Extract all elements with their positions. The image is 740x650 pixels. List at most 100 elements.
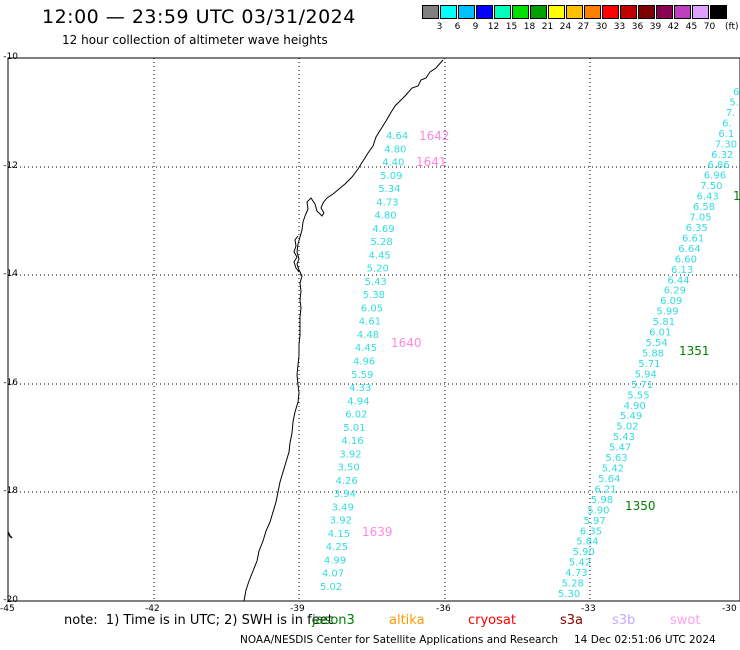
footnote: note: 1) Time is in UTC; 2) SWH is in fe… (64, 613, 333, 628)
pass-time-label: 1350 (625, 499, 656, 513)
lat-tick-label: -10 (3, 52, 18, 62)
legend-label: 21 (541, 22, 554, 32)
track-west: 4.64 4.80 4.40 5.09 5.34 4.73 4.80 4.69 5.28 4.45… (320, 131, 408, 593)
legend-s3a: s3a (560, 613, 584, 628)
wave-height-label: 4.07 (322, 569, 344, 580)
legend-swatch (476, 5, 493, 19)
legend-label: 3 (436, 22, 443, 32)
wave-height-label: 5.43 (613, 432, 635, 443)
legend-swatch (656, 5, 673, 19)
wave-height-label: 4.45 (355, 343, 377, 354)
legend-label: 6 (454, 22, 461, 32)
wave-height-label: 4.90 (624, 401, 646, 412)
lat-tick-label: -20 (3, 595, 18, 605)
wave-height-label: 5.90 (587, 505, 609, 516)
wave-height-label: 5.30 (558, 589, 580, 600)
wave-height-label: 6.32 (711, 150, 733, 161)
wave-height-label: 5.71 (638, 359, 660, 370)
wave-height-label: 3.94 (334, 489, 356, 500)
legend-swatch (422, 5, 439, 19)
legend-unit: (ft) (725, 22, 739, 32)
wave-height-label: 6.1 (718, 129, 734, 140)
legend-altika: altika (389, 613, 425, 628)
wave-height-label: 5.28 (562, 579, 584, 590)
wave-height-label: 6.64 (678, 244, 700, 255)
wave-height-label: 4.80 (384, 144, 406, 155)
wave-height-label: 4.73 (565, 568, 587, 579)
grid-lines (8, 58, 740, 601)
page-title: 12:00 — 23:59 UTC 03/31/2024 (42, 6, 356, 28)
legend-label: 39 (649, 22, 662, 32)
legend-swatch (602, 5, 619, 19)
legend-label: 45 (685, 22, 698, 32)
wave-height-label: 6.44 (667, 275, 689, 286)
wave-height-label: 7.50 (700, 181, 722, 192)
lat-tick-label: -14 (3, 269, 18, 279)
legend-cryosat: cryosat (468, 613, 516, 628)
coastline (243, 59, 444, 602)
legend-swatch (494, 5, 511, 19)
wave-height-label: 5.59 (351, 370, 373, 381)
island-marker (7, 531, 13, 539)
wave-height-label: 5.94 (635, 369, 657, 380)
wave-height-label: 5. (729, 98, 739, 109)
track-east: 6.5.7.6.6.17.306.326.866.967.506.436.587… (558, 87, 740, 600)
pass-time-label: 1351 (679, 344, 710, 358)
wave-height-label: 6.58 (693, 202, 715, 213)
wave-height-label: 7.05 (689, 213, 711, 224)
lon-tick-label: -42 (145, 604, 160, 614)
wave-height-label: 5.88 (642, 349, 664, 360)
legend-label: 9 (472, 22, 479, 32)
legend-swatch (566, 5, 583, 19)
wave-height-label: 5.20 (367, 264, 389, 275)
wave-height-label: 6.29 (664, 286, 686, 297)
wave-height-label: 6.61 (682, 233, 704, 244)
lon-tick-label: -30 (722, 604, 737, 614)
wave-height-label: 6.35 (580, 526, 602, 537)
wave-height-label: 5.54 (646, 338, 668, 349)
wave-height-label: 5.90 (573, 547, 595, 558)
wave-height-label: 6.43 (697, 192, 719, 203)
lon-tick-label: -39 (290, 604, 305, 614)
pass-time-label: 1 (733, 189, 740, 203)
wave-height-label: 4.94 (347, 396, 369, 407)
legend-swot: swot (670, 613, 701, 628)
credit-text: NOAA/NESDIS Center for Satellite Applica… (240, 634, 558, 646)
wave-height-label: 5.34 (378, 184, 400, 195)
legend-label: 24 (559, 22, 572, 32)
wave-height-label: 5.71 (631, 380, 653, 391)
legend-label: 15 (505, 22, 518, 32)
wave-height-label: 4.99 (324, 556, 346, 567)
wave-height-label: 5.43 (365, 277, 387, 288)
wave-height-label: 5.98 (591, 495, 613, 506)
generated-timestamp: 14 Dec 02:51:06 UTC 2024 (574, 634, 716, 646)
wave-height-label: 7.30 (715, 139, 737, 150)
pass-time-label: 1642 (419, 129, 450, 143)
wave-height-label: 6.35 (686, 223, 708, 234)
wave-height-label: 4.26 (336, 476, 358, 487)
wave-height-label: 6.05 (361, 303, 383, 314)
legend-swatch (458, 5, 475, 19)
legend-swatch (530, 5, 547, 19)
wave-height-label: 4.96 (353, 357, 375, 368)
legend-label: 42 (667, 22, 680, 32)
wave-height-label: 4.33 (349, 383, 371, 394)
wave-height-label: 4.73 (376, 197, 398, 208)
wave-height-label: 4.25 (326, 542, 348, 553)
page-subtitle: 12 hour collection of altimeter wave hei… (62, 33, 328, 47)
wave-height-label: 6.86 (708, 160, 730, 171)
wave-height-label: 5.99 (656, 307, 678, 318)
wave-height-label: 4.48 (357, 330, 379, 341)
legend-swatch (512, 5, 529, 19)
lon-tick-label: -33 (581, 604, 596, 614)
wave-height-label: 5.01 (343, 423, 365, 434)
wave-height-label: 6.13 (671, 265, 693, 276)
wave-height-label: 5.49 (620, 411, 642, 422)
wave-height-label: 4.40 (382, 158, 404, 169)
wave-height-label: 5.63 (605, 453, 627, 464)
legend-swatch (584, 5, 601, 19)
legend-swatch (548, 5, 565, 19)
coastline-inlet (293, 235, 300, 273)
legend-swatch (440, 5, 457, 19)
